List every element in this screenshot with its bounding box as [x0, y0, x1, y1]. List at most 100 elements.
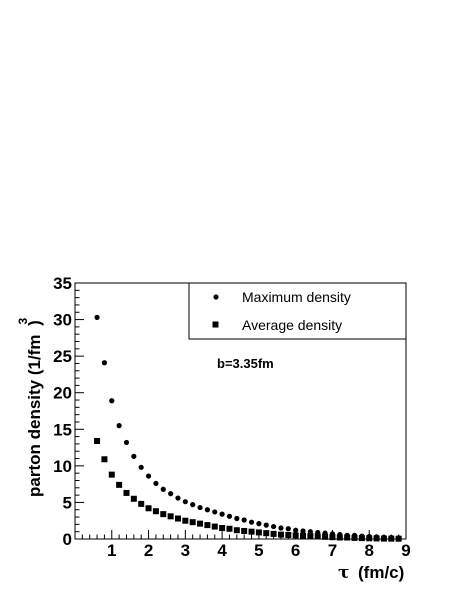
y-tick-label: 20	[53, 384, 72, 403]
point-average-density	[123, 489, 130, 496]
y-axis-title-close: )	[25, 320, 44, 326]
point-average-density	[174, 515, 181, 522]
point-average-density	[373, 535, 380, 542]
point-average-density	[351, 534, 358, 541]
legend-marker-maximum	[213, 294, 219, 300]
point-maximum-density	[307, 529, 313, 535]
legend-box	[188, 282, 407, 340]
point-average-density	[233, 527, 240, 534]
point-maximum-density	[226, 513, 233, 519]
data-marks	[94, 314, 402, 542]
point-maximum-density	[182, 499, 188, 505]
point-average-density	[189, 519, 196, 526]
point-maximum-density	[101, 360, 108, 366]
point-maximum-density	[168, 491, 174, 497]
point-maximum-density	[212, 509, 218, 515]
point-average-density	[358, 535, 365, 542]
point-average-density	[130, 495, 137, 502]
x-axis-title-symbol: τ	[338, 563, 349, 583]
point-average-density	[182, 517, 189, 524]
legend: Maximum density Average density	[188, 282, 407, 340]
legend-label-maximum: Maximum density	[242, 289, 351, 305]
point-maximum-density	[241, 517, 247, 523]
point-average-density	[263, 530, 270, 537]
x-axis-title-unit: (fm/c)	[358, 563, 404, 582]
point-maximum-density	[271, 523, 277, 530]
point-average-density	[101, 456, 108, 463]
y-axis-title: parton density (1/fm 3)	[16, 318, 44, 497]
point-maximum-density	[219, 511, 225, 517]
point-average-density	[277, 531, 284, 538]
point-maximum-density	[248, 519, 255, 525]
point-maximum-density	[293, 527, 299, 533]
point-average-density	[344, 534, 351, 541]
x-tick-label: 3	[181, 541, 190, 560]
point-maximum-density	[197, 504, 203, 511]
point-average-density	[219, 525, 226, 532]
point-maximum-density	[153, 480, 159, 487]
point-average-density	[108, 471, 115, 478]
point-average-density	[204, 522, 211, 529]
svg-text:parton density (1/fm3): parton density (1/fm 3)	[16, 318, 44, 497]
point-average-density	[167, 513, 174, 520]
point-average-density	[255, 529, 262, 536]
point-maximum-density	[256, 521, 262, 527]
x-axis-title: τ (fm/c)	[338, 563, 404, 583]
point-average-density	[152, 508, 159, 515]
point-average-density	[314, 533, 321, 540]
point-maximum-density	[300, 528, 306, 534]
point-average-density	[380, 535, 387, 542]
point-maximum-density	[278, 525, 284, 531]
point-maximum-density	[109, 398, 115, 404]
y-tick-label: 15	[53, 420, 72, 439]
y-tick-label: 5	[63, 493, 72, 512]
point-maximum-density	[131, 453, 137, 459]
x-tick-label: 4	[217, 541, 227, 560]
point-average-density	[395, 535, 402, 542]
point-average-density	[388, 535, 395, 542]
point-maximum-density	[116, 423, 122, 429]
point-average-density	[145, 505, 152, 512]
y-tick-label: 0	[63, 530, 72, 549]
impact-parameter-annotation: b=3.35fm	[217, 356, 274, 371]
x-tick-label: 2	[144, 541, 153, 560]
y-axis: 0 5 10 15 20 25 30 35	[53, 274, 84, 549]
y-axis-title-text: parton density (1/fm	[25, 335, 44, 497]
point-maximum-density	[204, 507, 210, 513]
point-average-density	[94, 437, 101, 444]
x-tick-label: 8	[364, 541, 373, 560]
point-maximum-density	[263, 522, 269, 528]
legend-marker-average	[212, 321, 219, 328]
point-maximum-density	[234, 515, 240, 522]
point-average-density	[138, 500, 145, 507]
point-average-density	[241, 527, 248, 534]
point-maximum-density	[160, 486, 166, 492]
y-tick-label: 25	[53, 347, 72, 366]
point-average-density	[285, 531, 292, 538]
point-average-density	[116, 481, 123, 488]
x-tick-label: 7	[328, 541, 337, 560]
point-average-density	[160, 511, 167, 518]
point-maximum-density	[138, 464, 144, 470]
point-average-density	[366, 535, 373, 542]
y-tick-label: 30	[53, 311, 72, 330]
point-average-density	[329, 534, 336, 541]
point-average-density	[300, 532, 307, 539]
point-maximum-density	[123, 439, 130, 446]
point-maximum-density	[145, 473, 152, 479]
legend-label-average: Average density	[242, 317, 342, 333]
point-average-density	[211, 523, 218, 530]
point-maximum-density	[175, 495, 181, 501]
y-tick-label: 35	[53, 274, 72, 293]
y-tick-label: 10	[53, 457, 72, 476]
point-average-density	[292, 532, 299, 539]
x-tick-label: 5	[254, 541, 263, 560]
x-tick-label: 1	[107, 541, 116, 560]
point-average-density	[322, 533, 329, 540]
point-maximum-density	[190, 502, 196, 508]
point-average-density	[248, 528, 255, 535]
point-maximum-density	[94, 314, 100, 320]
point-average-density	[226, 525, 233, 532]
point-maximum-density	[285, 526, 291, 532]
